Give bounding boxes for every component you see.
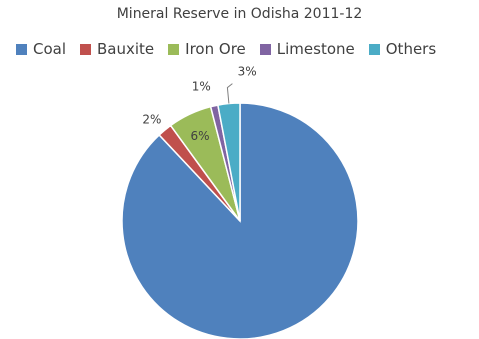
data-label-others: 3% [238, 65, 257, 79]
data-label-bauxite: 2% [142, 112, 161, 126]
leader-line-others [227, 84, 232, 104]
data-label-limestone: 1% [192, 79, 211, 93]
data-label-iron-ore: 6% [190, 129, 209, 143]
